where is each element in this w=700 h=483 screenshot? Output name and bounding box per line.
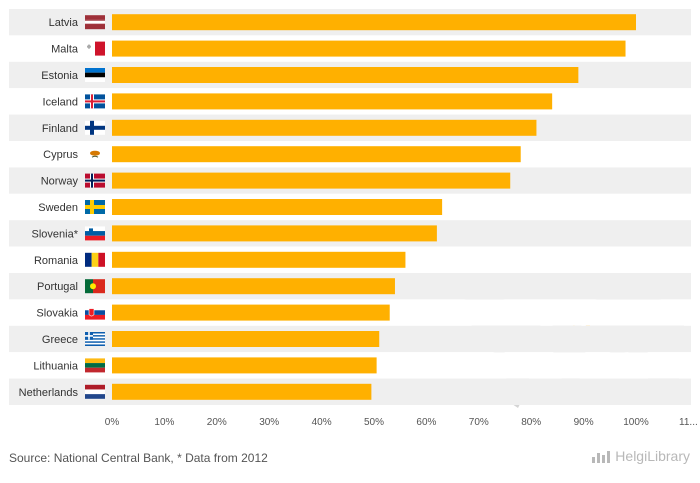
bar-chart: Latvia Malta Estonia Iceland Finland Cyprus No… [9,9,698,428]
category-label: Lithuania [33,360,79,372]
netherlands-flag-icon [85,384,105,399]
slovakia-flag-icon [85,305,105,320]
x-tick-label: 70% [469,417,489,428]
x-tick-label: 11... [679,417,698,428]
x-tick-label: 20% [207,417,227,428]
bar [112,278,395,295]
x-tick-label: 80% [521,417,541,428]
x-tick-label: 30% [259,417,279,428]
logo-text: HelgiLibrary [615,448,690,464]
category-label: Sweden [38,202,78,214]
category-label: Netherlands [19,387,79,399]
bar [112,383,372,400]
bar-row: Iceland [9,88,691,115]
bar-row: Netherlands [9,378,691,405]
bar [112,119,537,136]
bar-row: Cyprus [9,141,691,168]
x-tick-label: 100% [623,417,649,428]
greece-flag-icon [85,332,105,346]
x-tick-label: 10% [154,417,174,428]
category-label: Latvia [49,17,79,29]
category-label: Slovakia [36,308,78,320]
bar-row: Finland [9,114,691,141]
romania-flag-icon [85,252,105,267]
bar-row: Romania [9,246,691,273]
category-label: Portugal [37,281,78,293]
helgilibrary-logo: HelgiLibrary [591,448,690,464]
category-label: Estonia [41,70,79,82]
category-label: Greece [42,334,78,346]
bar-row: Lithuania [9,352,691,379]
bar [112,93,553,110]
bar-row: Malta [9,35,691,62]
bar [112,251,406,268]
bar [112,40,626,57]
bar [112,331,380,347]
bar-chart-logo-icon [592,451,611,463]
bar-row: Greece [9,325,691,353]
x-tick-label: 50% [364,417,384,428]
sweden-flag-icon [85,200,105,214]
bar [112,304,390,321]
bar [112,225,437,242]
iceland-flag-icon [85,94,105,109]
category-label: Norway [41,176,79,188]
latvia-flag-icon [85,15,105,30]
source-note: Source: National Central Bank, * Data fr… [9,451,268,465]
bar [112,14,636,31]
bar [112,357,377,374]
x-tick-label: 90% [574,417,594,428]
x-tick-label: 60% [416,417,436,428]
category-label: Finland [42,123,78,135]
category-label: Malta [51,44,79,56]
portugal-flag-icon [85,279,105,294]
bar [112,146,521,163]
category-label: Cyprus [43,149,78,161]
x-tick-label: 40% [312,417,332,428]
malta-flag-icon [85,41,105,56]
bar-row: Slovakia [9,299,691,326]
cyprus-flag-icon [85,147,105,162]
category-label: Slovenia* [32,228,79,240]
bar [112,172,511,189]
bar-row: Portugal [9,273,691,300]
bar [112,199,443,215]
norway-flag-icon [85,173,105,188]
bar-row: Norway [9,167,691,194]
finland-flag-icon [85,120,105,135]
estonia-flag-icon [85,68,105,82]
bar-row: Slovenia* [9,220,691,247]
slovenia-flag-icon [85,226,105,241]
bar-row: Estonia [9,61,691,89]
bar [112,67,579,83]
category-label: Romania [34,255,79,267]
x-tick-label: 0% [105,417,120,428]
bar-row: Latvia [9,9,691,36]
category-label: Iceland [43,96,78,108]
bar-row: Sweden [9,193,691,221]
lithuania-flag-icon [85,358,105,373]
